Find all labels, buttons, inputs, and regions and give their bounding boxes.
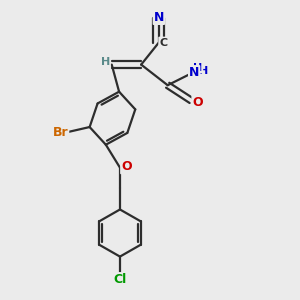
Text: C: C <box>159 38 167 47</box>
Text: H: H <box>100 57 110 67</box>
Text: H: H <box>199 66 208 76</box>
Text: Cl: Cl <box>113 273 127 286</box>
Text: H: H <box>193 63 202 73</box>
Text: O: O <box>121 160 132 173</box>
Text: N: N <box>189 66 200 79</box>
Text: O: O <box>192 95 203 109</box>
Text: N: N <box>154 11 164 24</box>
Text: Br: Br <box>53 126 68 140</box>
